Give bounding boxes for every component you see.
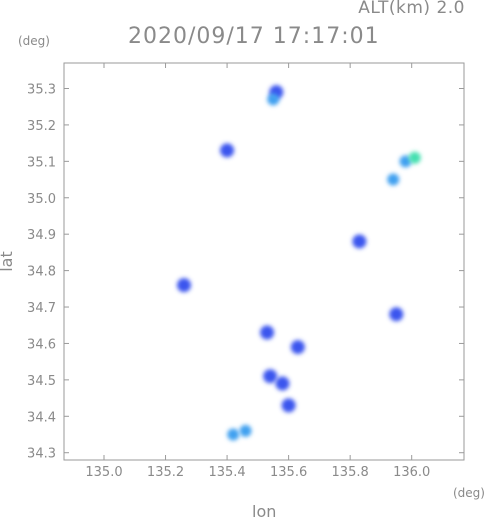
echo-cell (275, 376, 290, 391)
echo-cell (177, 278, 191, 293)
echo-cell (399, 155, 412, 168)
y-tick-label: 34.6 (27, 337, 56, 352)
x-tick-label: 135.8 (332, 465, 369, 480)
y-axis-ticks: 34.3 34.4 34.5 34.6 34.7 34.8 34.9 35.0 35.1 35.2… (27, 82, 464, 462)
y-tick-label: 34.4 (27, 410, 56, 425)
echo-cell (239, 424, 252, 437)
x-axis-label: lon (252, 502, 277, 521)
y-axis-unit: (deg) (18, 34, 50, 48)
x-tick-label: 135.2 (147, 465, 184, 480)
y-tick-label: 35.2 (27, 119, 56, 134)
echo-cell (227, 428, 240, 441)
y-tick-label: 34.7 (27, 301, 56, 316)
echo-cell (220, 143, 235, 158)
echo-cell (267, 93, 280, 106)
chart-title-timestamp: 2020/09/17 17:17:01 (128, 24, 380, 49)
x-axis-ticks: 135.0 135.2 135.4 135.6 135.8 136.0 (85, 63, 430, 480)
echo-cell (263, 369, 278, 384)
y-tick-label: 35.0 (27, 192, 56, 207)
x-axis-unit: (deg) (453, 486, 485, 500)
y-tick-label: 34.3 (27, 447, 56, 462)
y-tick-label: 34.5 (27, 374, 56, 389)
echo-cell (260, 325, 275, 340)
echo-cell (290, 340, 305, 355)
echo-cell (352, 234, 367, 249)
x-tick-label: 135.4 (208, 465, 245, 480)
plot-frame (63, 62, 465, 461)
y-tick-label: 34.9 (27, 228, 56, 243)
altitude-label: ALT(km) 2.0 (358, 0, 465, 18)
x-tick-label: 135.6 (270, 465, 307, 480)
y-tick-label: 35.3 (27, 82, 56, 97)
echo-cell (387, 173, 400, 186)
echo-cells (177, 85, 421, 441)
echo-cell (389, 307, 404, 322)
echo-cell (281, 398, 296, 413)
echo-cell (408, 151, 421, 164)
y-tick-label: 34.8 (27, 265, 56, 280)
y-tick-label: 35.1 (27, 155, 56, 170)
x-tick-label: 136.0 (393, 465, 430, 480)
x-tick-label: 135.0 (85, 465, 122, 480)
